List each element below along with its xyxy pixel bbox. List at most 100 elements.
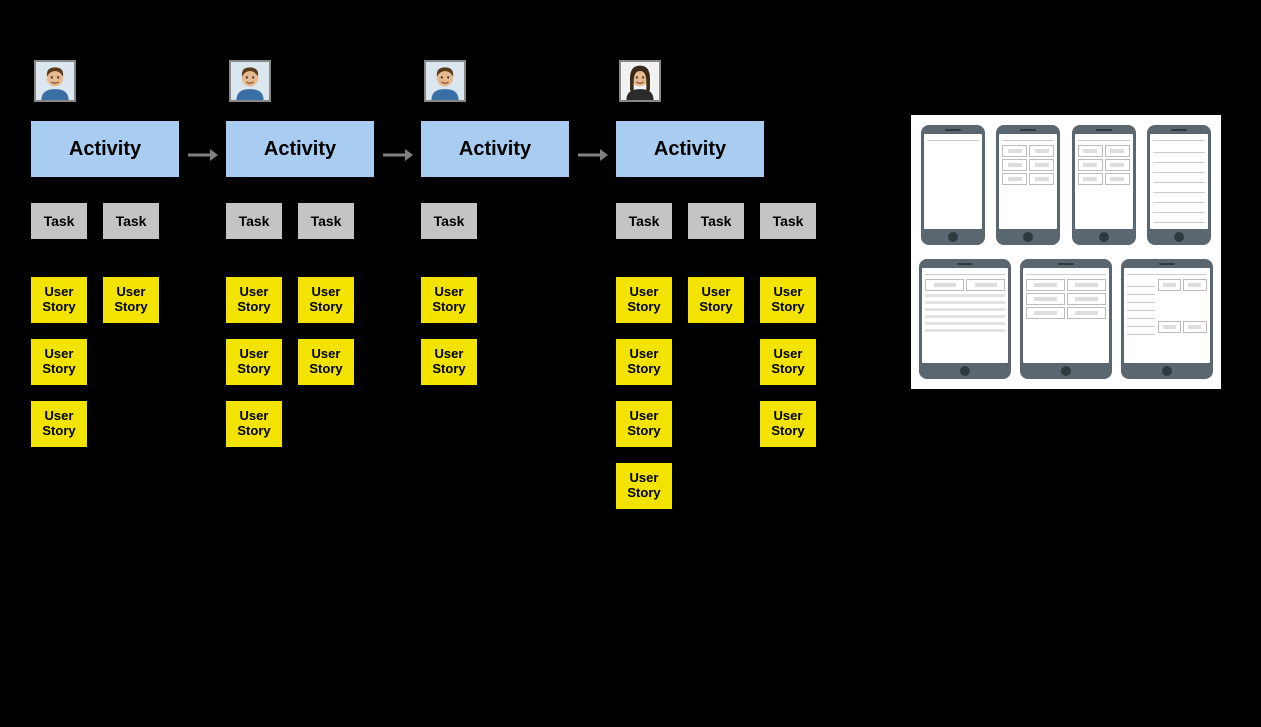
phone-mockup: [919, 259, 1011, 379]
split-wrap: [1127, 279, 1207, 360]
story-label: User Story: [760, 285, 816, 315]
story-label: User Story: [421, 285, 477, 315]
phone-speaker: [957, 263, 973, 265]
screen-grid: [925, 279, 1005, 291]
grid-cell: [1078, 145, 1103, 157]
grid-cell: [1029, 145, 1054, 157]
user-story-card: User Story: [297, 276, 355, 324]
task-label: Task: [701, 213, 732, 229]
split-list: [1127, 279, 1155, 360]
wireframes-panel: [911, 115, 1221, 389]
phone-speaker: [1058, 263, 1074, 265]
screen-grid: [1002, 145, 1054, 185]
story-row: User Story: [30, 400, 160, 448]
screen-titlebar: [1002, 137, 1054, 141]
grid-cell: [1158, 321, 1182, 333]
screen-grid: [1078, 145, 1130, 185]
persona-avatar: [619, 60, 661, 102]
list-item: [1127, 311, 1155, 319]
grid-cell: [1029, 159, 1054, 171]
story-row: User Story: [30, 338, 160, 386]
grid-cell: [966, 279, 1005, 291]
phone-screen: [999, 134, 1057, 229]
phone-screen: [1075, 134, 1133, 229]
task-label: Task: [773, 213, 804, 229]
phone-mockup: [1147, 125, 1211, 245]
screen-grid: [1158, 279, 1207, 360]
arrow-right-icon: [578, 148, 608, 162]
task-label: Task: [44, 213, 75, 229]
story-label: User Story: [226, 347, 282, 377]
wireframe-row: [919, 125, 1213, 245]
grid-cell: [1026, 279, 1065, 291]
story-label: User Story: [103, 285, 159, 315]
phone-speaker: [1159, 263, 1175, 265]
phone-screen: [1023, 268, 1109, 363]
task-label: Task: [116, 213, 147, 229]
activity-label: Activity: [459, 138, 531, 161]
task-label: Task: [434, 213, 465, 229]
screen-titlebar: [925, 271, 1005, 275]
story-label: User Story: [298, 347, 354, 377]
grid-cell: [1002, 145, 1027, 157]
grid-cell: [925, 279, 964, 291]
screen-titlebar: [1026, 271, 1106, 275]
story-map: ActivityTaskTaskUser StoryUser StoryUser…: [30, 60, 817, 524]
lane-0: ActivityTaskTaskUser StoryUser StoryUser…: [30, 60, 180, 524]
lane-3: ActivityTaskTaskTaskUser StoryUser Story…: [615, 60, 817, 524]
story-label: User Story: [616, 471, 672, 501]
home-button-icon: [1099, 232, 1109, 242]
task-label: Task: [239, 213, 270, 229]
user-story-card: User Story: [102, 276, 160, 324]
grid-cell: [1183, 321, 1207, 333]
home-button-icon: [1023, 232, 1033, 242]
grid-cell: [1002, 159, 1027, 171]
paragraph-line: [925, 294, 1005, 297]
phone-mockup: [1020, 259, 1112, 379]
lane-1: ActivityTaskTaskUser StoryUser StoryUser…: [225, 60, 375, 524]
list-item: [1153, 165, 1205, 173]
user-story-card: User Story: [297, 338, 355, 386]
phone-mockup: [1072, 125, 1136, 245]
list-item: [1153, 215, 1205, 223]
arrow-right-icon: [383, 148, 413, 162]
grid-cell: [1026, 307, 1065, 319]
arrow-right-icon: [188, 148, 218, 162]
activity-label: Activity: [69, 138, 141, 161]
task-label: Task: [629, 213, 660, 229]
list-item: [1153, 185, 1205, 193]
list-item: [1127, 287, 1155, 295]
phone-mockup: [1121, 259, 1213, 379]
story-row: User Story User Story: [30, 276, 160, 324]
list-item: [1127, 319, 1155, 327]
task-card: Task: [759, 202, 817, 240]
activity-card: Activity: [30, 120, 180, 178]
user-story-card: User Story: [615, 400, 673, 448]
story-label: User Story: [31, 285, 87, 315]
user-story-card: User Story: [225, 400, 283, 448]
phone-screen: [1124, 268, 1210, 363]
grid-cell: [1105, 159, 1130, 171]
tasks-block: Task Task: [225, 202, 355, 254]
user-story-card: User Story: [615, 462, 673, 510]
story-row: User StoryUser StoryUser Story: [615, 276, 817, 324]
wireframe-row: [919, 259, 1213, 379]
screen-titlebar: [927, 137, 979, 141]
lane-2: Activity Task User Story User Story: [420, 60, 570, 524]
task-card: Task: [225, 202, 283, 240]
story-row: User Story User Story: [225, 338, 355, 386]
phone-screen: [1150, 134, 1208, 229]
phone-screen: [922, 268, 1008, 363]
story-label: User Story: [421, 347, 477, 377]
home-button-icon: [1162, 366, 1172, 376]
user-story-card: User Story: [759, 338, 817, 386]
tasks-block: Task: [420, 202, 478, 254]
activity-card: Activity: [225, 120, 375, 178]
phone-screen: [924, 134, 982, 229]
list-item: [1153, 205, 1205, 213]
story-label: User Story: [760, 347, 816, 377]
screen-grid: [1026, 279, 1106, 319]
user-story-card: User Story: [687, 276, 745, 324]
task-card: Task: [297, 202, 355, 240]
list-item: [1127, 279, 1155, 287]
